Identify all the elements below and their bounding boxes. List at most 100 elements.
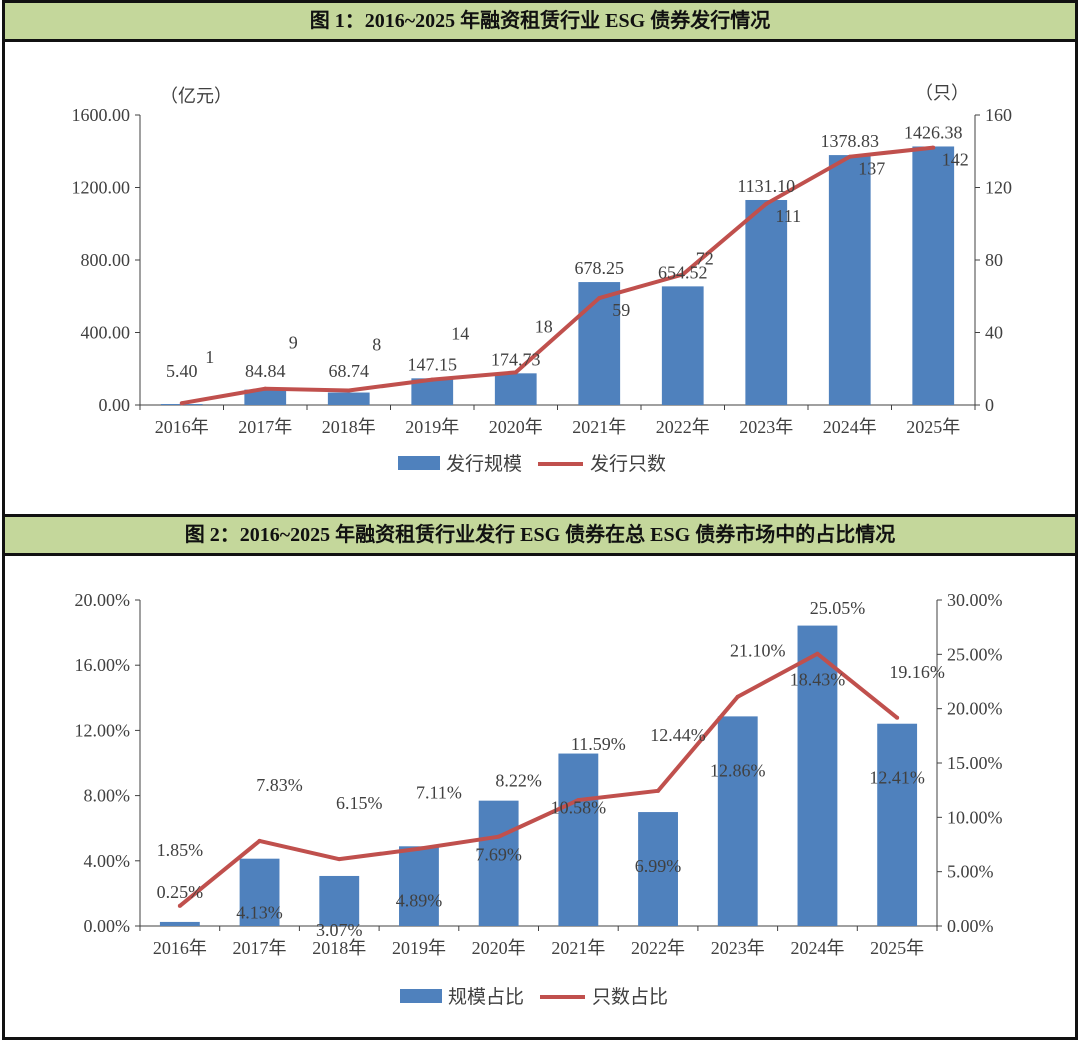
bar-data-label: 6.99%: [635, 856, 682, 876]
x-tick-label: 2021年: [551, 938, 605, 958]
bar-data-label: 3.07%: [316, 920, 363, 940]
bar-data-label: 1131.10: [737, 176, 795, 196]
line-point: [680, 272, 685, 277]
x-tick-label: 2023年: [711, 938, 765, 958]
legend-bar-label: 发行规模: [446, 453, 522, 475]
right-axis-unit: （只）: [915, 83, 969, 103]
line-point: [263, 386, 268, 391]
x-tick-label: 2016年: [155, 417, 209, 437]
x-tick-label: 2022年: [656, 417, 710, 437]
bar-data-label: 1378.83: [821, 131, 880, 151]
legend-bar-label: 规模占比: [448, 986, 524, 1008]
bar: [399, 846, 439, 926]
right-tick-label: 0: [985, 395, 994, 415]
line-point: [597, 296, 602, 301]
line-point: [656, 788, 661, 793]
line-data-label: 111: [775, 206, 801, 226]
right-tick-label: 15.00%: [947, 753, 1003, 773]
chart2: 0.00% 4.00% 8.00% 12.00% 16.00% 20.00% 0.00% 5.…: [75, 590, 1003, 1008]
legend-bar-swatch: [398, 456, 440, 470]
bar-data-label: 5.40: [166, 361, 198, 381]
right-tick-label: 5.00%: [947, 862, 994, 882]
line-data-label: 8.22%: [495, 771, 542, 791]
right-tick-label: 160: [985, 105, 1012, 125]
line-point: [177, 903, 182, 908]
line-data-label: 1.85%: [157, 840, 204, 860]
left-tick-label: 16.00%: [75, 655, 131, 675]
line-data-label: 25.05%: [810, 598, 866, 618]
line-point: [895, 715, 900, 720]
line-data-label: 21.10%: [730, 641, 786, 661]
left-tick-label: 1600.00: [72, 105, 131, 125]
left-tick-label: 400.00: [81, 323, 131, 343]
bar: [578, 282, 621, 405]
bar-data-label: 12.41%: [869, 768, 925, 788]
right-tick-label: 120: [985, 178, 1012, 198]
bar-data-label: 18.43%: [790, 670, 846, 690]
x-tick-label: 2018年: [312, 938, 366, 958]
line-data-label: 8: [372, 335, 381, 355]
legend-line-label: 只数占比: [592, 986, 668, 1008]
bar: [797, 625, 838, 926]
bar: [912, 146, 955, 405]
line-data-label: 6.15%: [336, 793, 383, 813]
bar-data-label: 1426.38: [904, 122, 963, 142]
right-tick-label: 30.00%: [947, 590, 1003, 610]
left-tick-label: 0.00%: [84, 916, 131, 936]
line-point: [346, 388, 351, 393]
bar: [159, 921, 200, 926]
right-tick-label: 25.00%: [947, 644, 1003, 664]
line-point: [735, 694, 740, 699]
bar: [558, 753, 599, 926]
line-data-label: 137: [858, 159, 885, 179]
bar-data-label: 4.13%: [236, 903, 283, 923]
x-tick-label: 2020年: [472, 938, 526, 958]
line-data-label: 72: [696, 249, 714, 269]
x-tick-label: 2024年: [790, 938, 844, 958]
bar: [239, 858, 280, 926]
bar: [494, 373, 537, 405]
line-point: [576, 798, 581, 803]
line-point: [815, 651, 820, 656]
line-point: [496, 834, 501, 839]
line-data-label: 7.83%: [256, 775, 303, 795]
line-data-label: 142: [942, 150, 969, 170]
bar: [661, 286, 704, 405]
line-point: [513, 370, 518, 375]
line-point: [847, 154, 852, 159]
legend-bar-swatch: [400, 989, 442, 1003]
bar: [828, 155, 871, 405]
line-data-label: 1: [205, 347, 214, 367]
line-point: [764, 201, 769, 206]
bar-data-label: 678.25: [575, 258, 625, 278]
left-tick-label: 0.00: [99, 395, 131, 415]
x-tick-label: 2024年: [823, 417, 877, 437]
line-point: [931, 145, 936, 150]
series-line: [181, 145, 934, 406]
x-tick-label: 2021年: [572, 417, 626, 437]
series-line: [178, 651, 899, 908]
left-tick-label: 8.00%: [84, 786, 131, 806]
line-data-label: 9: [289, 333, 298, 353]
right-tick-label: 0.00%: [947, 916, 994, 936]
bar: [877, 723, 918, 926]
bar: [244, 389, 287, 405]
bar: [745, 199, 788, 405]
x-tick-label: 2025年: [906, 417, 960, 437]
chart2-title: 图 2：2016~2025 年融资租赁行业发行 ESG 债券在总 ESG 债券市…: [2, 514, 1078, 556]
line-point: [430, 377, 435, 382]
bar-data-label: 654.52: [658, 262, 708, 282]
right-tick-label: 80: [985, 250, 1003, 270]
bar: [319, 875, 360, 926]
left-tick-label: 4.00%: [84, 851, 131, 871]
bar: [327, 392, 370, 405]
x-tick-label: 2020年: [489, 417, 543, 437]
line-point: [416, 846, 421, 851]
bar: [478, 800, 519, 926]
bar-data-label: 68.74: [329, 361, 370, 381]
line-data-label: 19.16%: [889, 662, 945, 682]
chart2-frame: [2, 553, 1078, 1040]
x-tick-label: 2019年: [405, 417, 459, 437]
right-tick-label: 10.00%: [947, 807, 1003, 827]
